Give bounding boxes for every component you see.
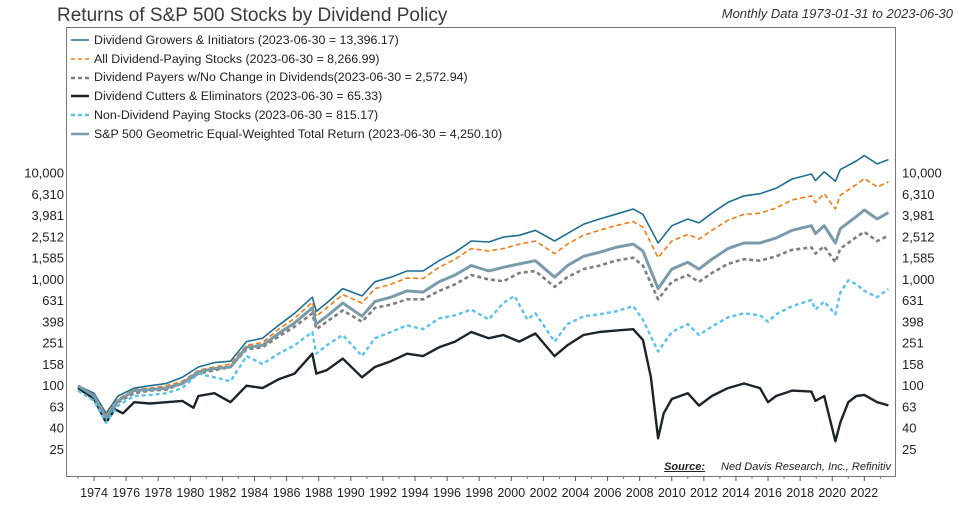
y-tick-label-left: 3,981 [31, 208, 64, 223]
source-text: Ned Davis Research, Inc., Refinitiv [721, 461, 891, 473]
y-tick-label-left: 10,000 [24, 166, 64, 181]
series-line-4 [77, 328, 889, 443]
y-tick-label-right: 6,310 [902, 187, 935, 202]
x-tick-label: 2016 [754, 486, 782, 500]
legend-label: All Dividend-Paying Stocks (2023-06-30 =… [94, 51, 380, 66]
x-tick-label: 2000 [497, 486, 525, 500]
y-tick-label-right: 100 [902, 378, 924, 393]
y-tick-label-left: 2,512 [31, 229, 64, 244]
y-tick-label-right: 2,512 [902, 229, 935, 244]
x-tick-label: 1984 [241, 486, 269, 500]
x-tick-label: 1992 [369, 486, 397, 500]
x-tick-label: 1996 [433, 486, 461, 500]
source-note: Source: Ned Davis Research, Inc., Refinit… [664, 461, 891, 473]
legend-item: Non-Dividend Paying Stocks (2023-06-30 =… [70, 106, 502, 125]
series-line-6 [77, 208, 890, 420]
y-tick-label-left: 40 [50, 421, 64, 436]
legend-label: Dividend Payers w/No Change in Dividends… [94, 70, 468, 85]
legend-label: Non-Dividend Paying Stocks (2023-06-30 =… [94, 107, 379, 122]
legend-item: Dividend Growers & Initiators (2023-06-3… [70, 31, 502, 50]
chart-title: Returns of S&P 500 Stocks by Dividend Po… [57, 5, 448, 26]
x-tick-label: 1976 [112, 486, 140, 500]
y-tick-label-right: 398 [902, 314, 924, 329]
y-tick-label-right: 1,585 [902, 251, 935, 266]
x-tick-label: 2010 [658, 486, 686, 500]
legend-item: All Dividend-Paying Stocks (2023-06-30 =… [70, 50, 502, 69]
legend-swatch [71, 76, 89, 80]
y-tick-label-left: 6,310 [31, 187, 64, 202]
legend-swatch [71, 113, 89, 117]
x-tick-label: 1990 [337, 486, 365, 500]
x-tick-label: 1994 [401, 486, 429, 500]
x-tick-label: 1980 [176, 486, 204, 500]
legend-swatch [71, 39, 89, 42]
x-tick-label: 1974 [80, 486, 108, 500]
y-tick-label-left: 1,000 [31, 272, 64, 287]
y-tick-label-right: 10,000 [902, 166, 942, 181]
series-line-3 [77, 230, 889, 419]
y-tick-label-right: 158 [902, 357, 924, 372]
y-tick-label-right: 40 [902, 421, 916, 436]
y-tick-label-left: 100 [42, 378, 64, 393]
legend-swatch [71, 58, 89, 60]
x-tick-label: 1986 [273, 486, 301, 500]
x-tick-label: 2020 [818, 486, 846, 500]
x-tick-label: 2004 [562, 486, 590, 500]
x-tick-label: 1982 [209, 486, 237, 500]
y-tick-label-right: 251 [902, 336, 924, 351]
x-tick-label: 2014 [722, 486, 750, 500]
x-tick-label: 1998 [465, 486, 493, 500]
x-tick-label: 2012 [690, 486, 718, 500]
y-tick-label-left: 1,585 [31, 251, 64, 266]
legend-label: S&P 500 Geometric Equal-Weighted Total R… [94, 126, 503, 141]
y-tick-label-left: 25 [50, 442, 64, 457]
legend: Dividend Growers & Initiators (2023-06-3… [70, 31, 502, 143]
y-tick-label-left: 398 [42, 314, 64, 329]
legend-swatch [71, 132, 89, 136]
x-tick-label: 1988 [305, 486, 333, 500]
legend-swatch [71, 95, 89, 98]
legend-item: S&P 500 Geometric Equal-Weighted Total R… [70, 125, 502, 144]
y-tick-label-left: 63 [50, 400, 64, 415]
legend-item: Dividend Payers w/No Change in Dividends… [70, 68, 502, 87]
source-label: Source: [664, 461, 706, 473]
x-tick-label: 2008 [626, 486, 654, 500]
series-line-1 [77, 154, 889, 415]
y-tick-label-right: 25 [902, 442, 916, 457]
chart-subtitle: Monthly Data 1973-01-31 to 2023-06-30 [721, 6, 953, 21]
y-tick-label-left: 251 [42, 336, 64, 351]
x-tick-label: 1978 [144, 486, 172, 500]
plot-frame [66, 27, 896, 477]
legend-item: Dividend Cutters & Eliminators (2023-06-… [70, 87, 502, 106]
legend-label: Dividend Cutters & Eliminators (2023-06-… [94, 89, 383, 104]
y-tick-label-left: 158 [42, 357, 64, 372]
y-tick-label-right: 631 [902, 293, 924, 308]
legend-label: Dividend Growers & Initiators (2023-06-3… [94, 33, 399, 47]
x-tick-label: 2002 [529, 486, 557, 500]
series-line-5 [77, 279, 890, 424]
x-tick-label: 2018 [786, 486, 814, 500]
y-tick-label-right: 3,981 [902, 208, 935, 223]
x-tick-label: 2022 [850, 486, 878, 500]
y-tick-label-right: 63 [902, 400, 916, 415]
x-tick-label: 2006 [594, 486, 622, 500]
y-tick-label-left: 631 [42, 293, 64, 308]
series-line-2 [77, 177, 889, 416]
y-tick-label-right: 1,000 [902, 272, 935, 287]
